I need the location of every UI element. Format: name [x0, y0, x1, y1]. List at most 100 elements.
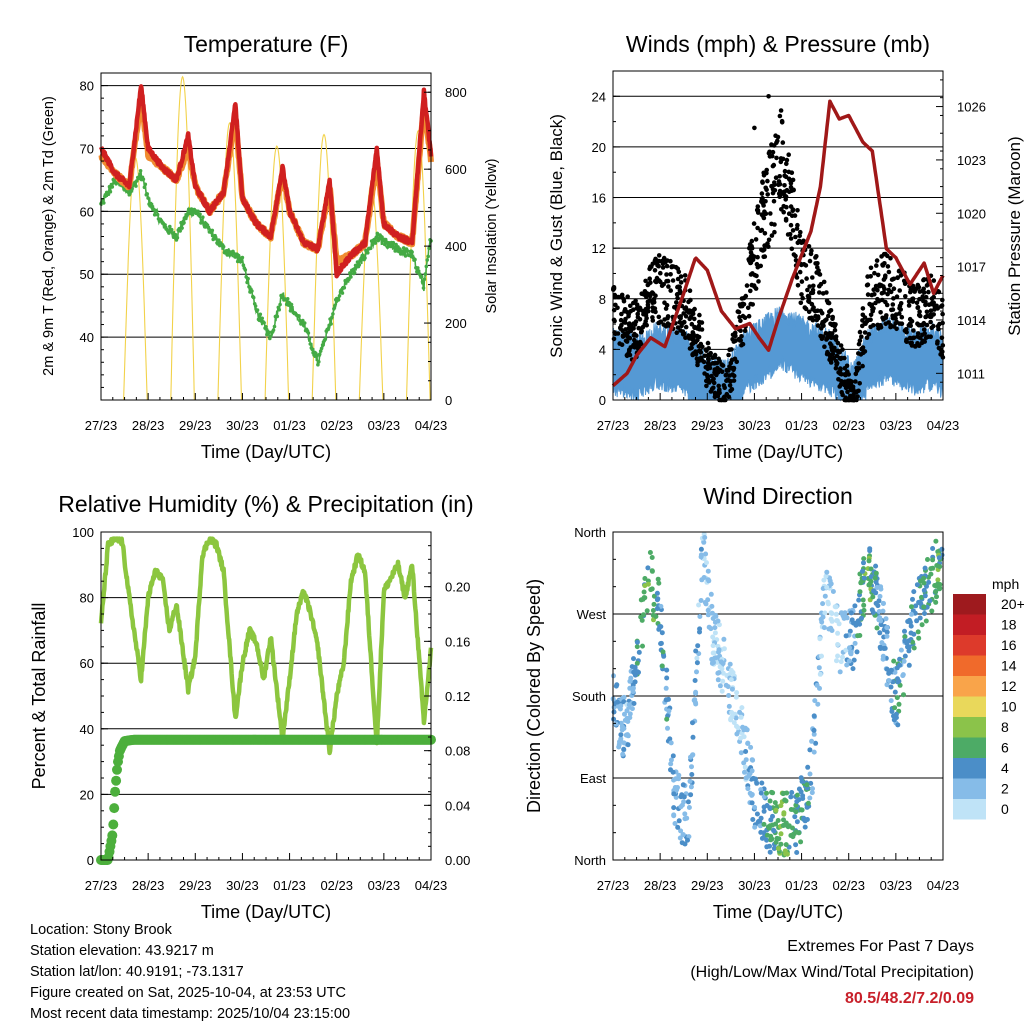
- gust-point: [658, 319, 664, 325]
- direction-point: [929, 608, 935, 614]
- direction-point: [823, 573, 829, 579]
- y-right-tick-label: 1023: [957, 153, 986, 168]
- dewpoint-point: [175, 236, 180, 240]
- direction-point: [848, 650, 853, 656]
- direction-point: [663, 685, 669, 691]
- winds-right-axis: 1011 1014 1017 1020 1023 1026: [936, 79, 986, 401]
- gust-point: [830, 316, 835, 322]
- direction-point: [627, 711, 633, 717]
- direction-point: [918, 601, 924, 607]
- direction-point: [794, 799, 800, 804]
- direction-point: [748, 744, 754, 750]
- precip-point: [108, 819, 119, 830]
- direction-point: [622, 711, 627, 717]
- direction-point: [783, 842, 789, 848]
- gust-point: [914, 300, 920, 306]
- gust-point: [644, 315, 649, 321]
- gust-point: [631, 342, 636, 348]
- gust-point: [741, 302, 747, 307]
- direction-point: [712, 625, 718, 631]
- direction-point: [764, 837, 770, 843]
- dewpoint-point: [342, 285, 347, 290]
- winds-plot-area: [611, 94, 946, 403]
- gust-point: [824, 351, 830, 357]
- direction-point: [775, 818, 781, 823]
- gust-point: [915, 305, 920, 311]
- x-tick-label: 28/23: [132, 878, 165, 893]
- direction-point: [611, 716, 617, 722]
- direction-point: [640, 643, 645, 649]
- gust-point: [819, 321, 825, 327]
- direction-point: [672, 785, 678, 790]
- direction-point: [815, 701, 821, 707]
- gust-point: [817, 272, 823, 277]
- gust-point: [910, 296, 916, 302]
- gust-point: [782, 183, 787, 188]
- gust-point: [646, 291, 651, 297]
- direction-point: [792, 814, 798, 820]
- gust-point: [698, 341, 704, 347]
- dewpoint-point: [236, 253, 241, 258]
- dewpoint-point: [200, 219, 204, 223]
- direction-point: [694, 660, 700, 666]
- gust-point: [705, 360, 711, 366]
- direction-point: [873, 563, 879, 569]
- dewpoint-point: [267, 330, 271, 335]
- gust-point: [878, 325, 884, 330]
- gust-point: [663, 306, 669, 311]
- gust-point: [894, 326, 899, 332]
- direction-point: [888, 684, 894, 690]
- gust-point: [916, 343, 922, 349]
- gust-point: [789, 170, 795, 175]
- direction-point: [768, 817, 774, 823]
- legend-swatch: [953, 758, 986, 779]
- direction-point: [843, 647, 849, 653]
- direction-point: [649, 568, 655, 574]
- direction-point: [840, 654, 845, 660]
- direction-point: [819, 653, 824, 659]
- direction-point: [822, 610, 828, 616]
- gust-point: [882, 275, 888, 280]
- gust-point: [643, 278, 648, 284]
- x-tick-label: 01/23: [785, 878, 818, 893]
- dewpoint-point: [421, 286, 426, 290]
- gust-point: [769, 221, 774, 227]
- gust-point: [763, 199, 768, 204]
- direction-point: [778, 831, 784, 837]
- direction-point: [654, 590, 660, 596]
- direction-point: [641, 612, 646, 618]
- gust-point: [827, 341, 833, 346]
- gust-point: [766, 244, 771, 249]
- gust-point: [831, 335, 837, 340]
- dewpoint-point: [333, 304, 337, 308]
- x-tick-label: 27/23: [85, 878, 118, 893]
- y-right-tick-label: 600: [445, 162, 467, 177]
- gust-point: [742, 315, 748, 321]
- gust-point: [848, 386, 853, 391]
- y-tick-label: 80: [80, 591, 94, 606]
- legend-label: 8: [1001, 719, 1009, 735]
- dewpoint-point: [217, 238, 221, 242]
- gust-point: [628, 328, 634, 334]
- gust-point: [786, 152, 791, 157]
- direction-point: [850, 666, 856, 672]
- direction-point: [856, 597, 862, 603]
- gust-point: [824, 337, 829, 342]
- direction-point: [764, 790, 769, 796]
- gust-point: [926, 302, 932, 308]
- gust-point: [860, 346, 865, 351]
- gust-point: [874, 263, 879, 268]
- gust-point: [680, 329, 686, 334]
- gust-point: [921, 327, 927, 332]
- gust-point: [618, 326, 623, 331]
- direction-point: [884, 633, 890, 639]
- gust-point: [675, 266, 681, 272]
- direction-point: [847, 645, 852, 651]
- direction-point: [794, 792, 800, 798]
- legend-label: 2: [1001, 781, 1009, 797]
- direction-point: [749, 800, 755, 806]
- legend-label: 10: [1001, 699, 1017, 715]
- gust-point: [830, 351, 836, 357]
- direction-point: [877, 593, 883, 599]
- gust-point: [840, 392, 845, 398]
